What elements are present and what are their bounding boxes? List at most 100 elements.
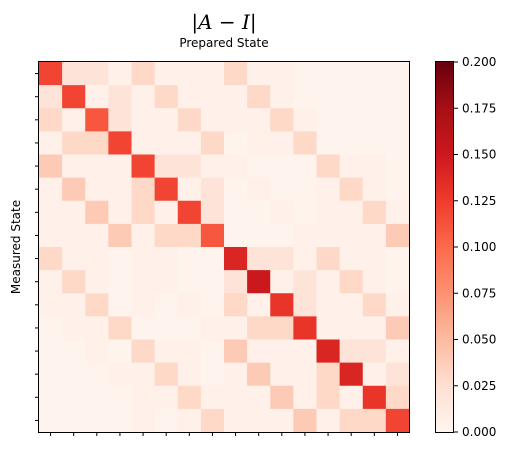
heatmap-cell bbox=[62, 270, 86, 294]
heatmap-cell bbox=[385, 131, 410, 155]
heatmap-cell bbox=[154, 223, 179, 248]
heatmap-cell bbox=[108, 408, 132, 433]
heatmap-cells bbox=[39, 62, 410, 433]
heatmap-cell bbox=[339, 200, 364, 225]
heatmap-cell bbox=[362, 177, 387, 202]
heatmap-cell bbox=[385, 177, 410, 202]
heatmap-cell bbox=[154, 316, 179, 340]
x-axis-label: Prepared State bbox=[179, 36, 268, 50]
heatmap-cell bbox=[362, 200, 387, 225]
heatmap-cell bbox=[362, 247, 387, 271]
heatmap-cell bbox=[177, 339, 202, 364]
heatmap-cell bbox=[339, 85, 364, 109]
heatmap-cell bbox=[131, 154, 156, 179]
heatmap-cell bbox=[339, 108, 364, 132]
heatmap-cell bbox=[224, 154, 248, 179]
heatmap-cell bbox=[224, 108, 248, 132]
heatmap-cell bbox=[85, 62, 109, 86]
heatmap-cell bbox=[177, 200, 202, 225]
heatmap-cell bbox=[224, 270, 248, 294]
heatmap-cell bbox=[362, 85, 387, 109]
heatmap-cell bbox=[131, 316, 156, 340]
heatmap-cell bbox=[200, 385, 225, 410]
heatmap-cell bbox=[247, 85, 271, 109]
heatmap-cell bbox=[177, 154, 202, 179]
colorbar-tick-label: 0.075 bbox=[462, 286, 496, 300]
colorbar bbox=[435, 61, 454, 433]
heatmap-cell bbox=[154, 200, 179, 225]
heatmap-cell bbox=[131, 385, 156, 410]
heatmap-cell bbox=[39, 131, 63, 155]
heatmap-cell bbox=[316, 270, 341, 294]
heatmap-cell bbox=[200, 223, 225, 248]
heatmap-cell bbox=[62, 85, 86, 109]
heatmap-cell bbox=[39, 362, 63, 387]
heatmap-cell bbox=[177, 223, 202, 248]
heatmap-cell bbox=[131, 200, 156, 225]
heatmap-cell bbox=[224, 85, 248, 109]
heatmap-cell bbox=[339, 131, 364, 155]
heatmap-cell bbox=[62, 154, 86, 179]
heatmap-cell bbox=[362, 131, 387, 155]
heatmap-cell bbox=[270, 154, 294, 179]
heatmap-cell bbox=[339, 316, 364, 340]
heatmap-cell bbox=[270, 131, 294, 155]
heatmap-cell bbox=[62, 385, 86, 410]
heatmap-cell bbox=[108, 385, 132, 410]
heatmap-cell bbox=[62, 108, 86, 132]
heatmap-cell bbox=[131, 177, 156, 202]
heatmap-cell bbox=[177, 408, 202, 433]
heatmap-cell bbox=[200, 247, 225, 271]
heatmap-cell bbox=[154, 270, 179, 294]
heatmap-cell bbox=[293, 408, 317, 433]
heatmap-cell bbox=[177, 108, 202, 132]
heatmap-cell bbox=[39, 108, 63, 132]
heatmap-cell bbox=[108, 293, 132, 317]
heatmap-cell bbox=[39, 154, 63, 179]
heatmap-cell bbox=[224, 247, 248, 271]
heatmap-cell bbox=[39, 293, 63, 317]
heatmap-cell bbox=[39, 200, 63, 225]
heatmap-cell bbox=[316, 85, 341, 109]
heatmap-cell bbox=[85, 108, 109, 132]
heatmap-cell bbox=[339, 385, 364, 410]
heatmap-cell bbox=[108, 200, 132, 225]
heatmap-cell bbox=[224, 385, 248, 410]
heatmap-cell bbox=[224, 362, 248, 387]
heatmap-cell bbox=[339, 62, 364, 86]
heatmap-cell bbox=[316, 62, 341, 86]
heatmap-cell bbox=[293, 131, 317, 155]
heatmap-cell bbox=[85, 200, 109, 225]
heatmap-cell bbox=[339, 154, 364, 179]
colorbar-tick-label: 0.050 bbox=[462, 333, 496, 347]
heatmap-cell bbox=[293, 108, 317, 132]
heatmap-cell bbox=[270, 408, 294, 433]
heatmap-cell bbox=[200, 154, 225, 179]
heatmap-cell bbox=[177, 270, 202, 294]
heatmap-cell bbox=[154, 108, 179, 132]
heatmap-cell bbox=[39, 247, 63, 271]
heatmap-cell bbox=[85, 293, 109, 317]
heatmap-cell bbox=[270, 316, 294, 340]
heatmap-cell bbox=[316, 385, 341, 410]
heatmap-cell bbox=[385, 108, 410, 132]
heatmap-cell bbox=[200, 362, 225, 387]
heatmap-cell bbox=[339, 408, 364, 433]
chart-title: |A − I| bbox=[191, 10, 256, 35]
heatmap-cell bbox=[247, 154, 271, 179]
heatmap-cell bbox=[362, 385, 387, 410]
heatmap-cell bbox=[385, 316, 410, 340]
heatmap-cell bbox=[270, 293, 294, 317]
heatmap-cell bbox=[62, 293, 86, 317]
heatmap-cell bbox=[316, 316, 341, 340]
heatmap-cell bbox=[224, 200, 248, 225]
heatmap-cell bbox=[177, 177, 202, 202]
heatmap-cell bbox=[270, 200, 294, 225]
heatmap-cell bbox=[62, 362, 86, 387]
heatmap-cell bbox=[85, 177, 109, 202]
heatmap-cell bbox=[131, 339, 156, 364]
heatmap-cell bbox=[200, 62, 225, 86]
heatmap-cell bbox=[108, 362, 132, 387]
heatmap-cell bbox=[316, 408, 341, 433]
heatmap-cell bbox=[39, 270, 63, 294]
